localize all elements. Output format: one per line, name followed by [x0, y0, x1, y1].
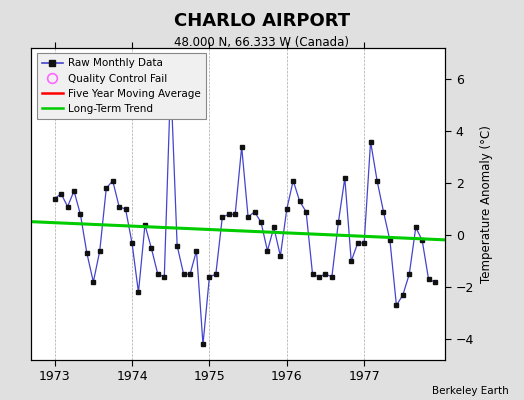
Y-axis label: Temperature Anomaly (°C): Temperature Anomaly (°C): [480, 125, 493, 283]
Text: 48.000 N, 66.333 W (Canada): 48.000 N, 66.333 W (Canada): [174, 36, 350, 49]
Text: CHARLO AIRPORT: CHARLO AIRPORT: [174, 12, 350, 30]
Text: Berkeley Earth: Berkeley Earth: [432, 386, 508, 396]
Legend: Raw Monthly Data, Quality Control Fail, Five Year Moving Average, Long-Term Tren: Raw Monthly Data, Quality Control Fail, …: [37, 53, 206, 119]
